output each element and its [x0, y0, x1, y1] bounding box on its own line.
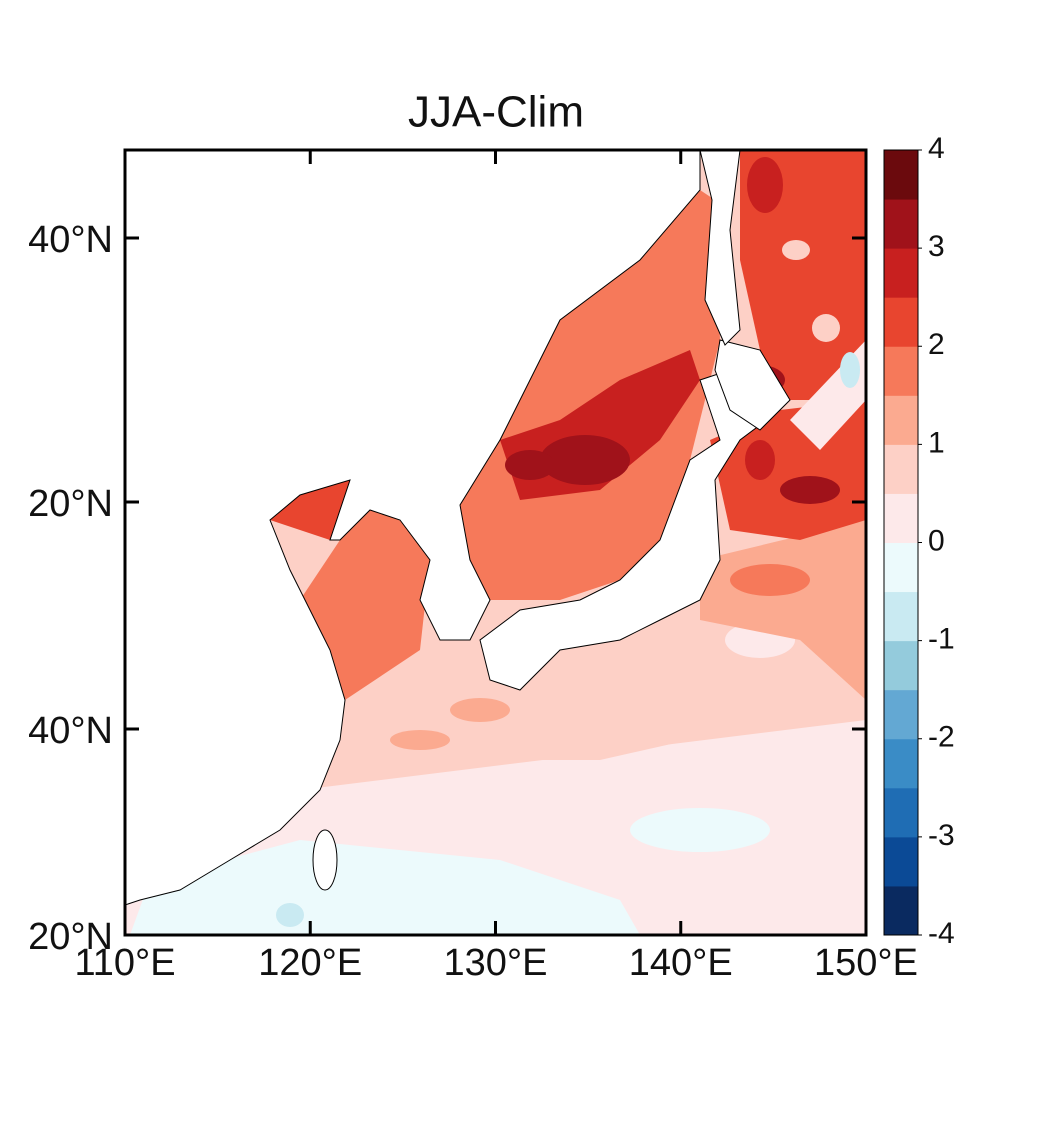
colorbar-tick-label: -2 — [928, 721, 955, 754]
colorbar-bin — [884, 640, 918, 691]
colorbar-tick-label: 0 — [928, 524, 945, 557]
colorbar-bin — [884, 493, 918, 543]
colorbar-bin — [884, 591, 918, 642]
colorbar-bin — [884, 444, 918, 494]
sst-contour — [450, 698, 510, 722]
colorbar-tick-label: -3 — [928, 819, 955, 852]
sst-contour — [540, 435, 630, 485]
sst-contour — [505, 450, 555, 480]
sst-contour — [390, 730, 450, 750]
sst-contour — [745, 440, 775, 480]
colorbar-bin — [884, 885, 918, 936]
colorbar-tick-label: -4 — [928, 917, 955, 950]
y-tick-label: 20°N — [28, 483, 113, 525]
y-tick-label: 40°N — [28, 219, 113, 261]
y-tick-label: 20°N — [28, 916, 113, 958]
x-tick-label: 120°E — [258, 942, 362, 984]
map-title: JJA-Clim — [408, 88, 584, 137]
x-tick-label: 110°E — [74, 942, 175, 984]
sst-contour — [730, 564, 810, 596]
land — [714, 339, 791, 431]
map-layer — [125, 150, 866, 935]
x-tick-label: 150°E — [814, 942, 918, 984]
sst-contour — [300, 510, 430, 700]
x-tick-label: 140°E — [629, 942, 733, 984]
colorbar-tick-label: 1 — [928, 426, 945, 459]
colorbar-bin — [884, 738, 918, 789]
land — [125, 150, 701, 906]
colorbar-bin — [884, 346, 918, 396]
x-tick-label: 130°E — [444, 942, 548, 984]
colorbar-bin — [884, 689, 918, 740]
land — [312, 829, 338, 891]
land — [699, 150, 741, 346]
sst-contour — [630, 808, 770, 852]
colorbar-bin — [884, 150, 918, 200]
colorbar-bin — [884, 395, 918, 445]
sst-contour — [700, 520, 866, 700]
sst-contour — [780, 476, 840, 504]
sst-contour — [747, 157, 783, 213]
sst-contour — [812, 314, 840, 342]
colorbar-bin — [884, 542, 918, 593]
colorbar-tick-label: 4 — [928, 132, 945, 165]
sst-contour — [782, 240, 810, 260]
colorbar-bin — [884, 787, 918, 838]
sst-contour — [840, 352, 860, 388]
y-tick-label: 40°N — [28, 710, 113, 752]
colorbar-tick-label: 2 — [928, 328, 945, 361]
colorbar-bin — [884, 836, 918, 887]
colorbar-bin — [884, 297, 918, 347]
colorbar-bin — [884, 248, 918, 298]
colorbar-tick-label: -1 — [928, 623, 955, 656]
colorbar-tick-label: 3 — [928, 230, 945, 263]
sst-contour — [276, 903, 304, 927]
sst-contour — [270, 480, 350, 540]
colorbar-bin — [884, 199, 918, 249]
sst-contour — [130, 840, 640, 935]
